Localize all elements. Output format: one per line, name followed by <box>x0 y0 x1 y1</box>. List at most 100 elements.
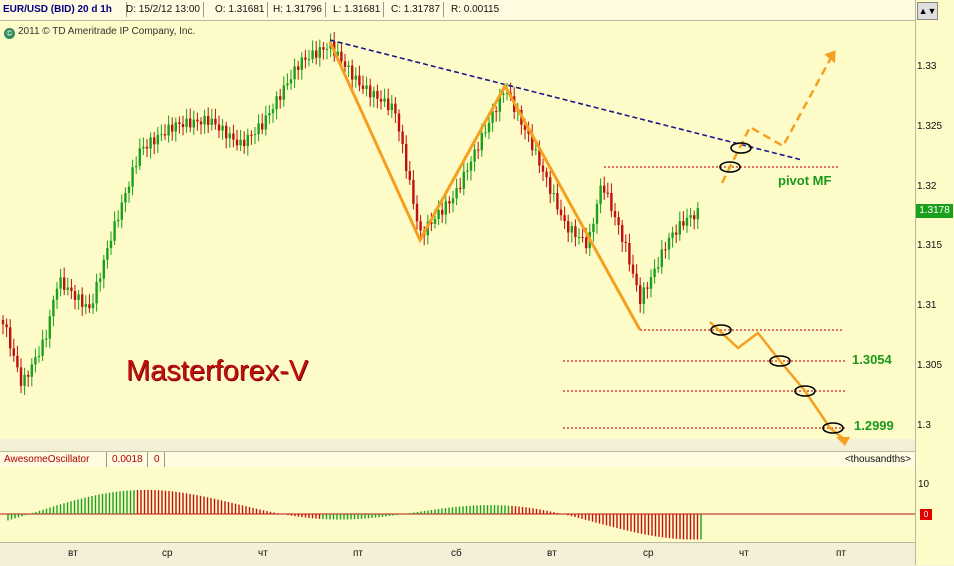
candle-body <box>477 149 480 151</box>
scroll-arrows-icon[interactable]: ▲▼ <box>917 2 938 20</box>
candle-body <box>664 249 667 251</box>
candle-body <box>408 170 411 180</box>
low-readout: L: 1.31681 <box>330 2 385 17</box>
candle-body <box>127 186 131 193</box>
day-label: сб <box>451 548 462 559</box>
candle-body <box>77 294 80 300</box>
candle-body <box>480 133 483 151</box>
candle-body <box>48 316 51 339</box>
candle-body <box>455 187 458 199</box>
candle-body <box>59 277 62 289</box>
candle-body <box>433 219 437 224</box>
candle-body <box>563 215 566 222</box>
candle-body <box>239 139 242 146</box>
candle-body <box>325 48 329 50</box>
candle-body <box>214 118 217 125</box>
candle-body <box>675 232 678 235</box>
price-chart-panel[interactable] <box>0 21 915 439</box>
candle-body <box>52 299 55 317</box>
candle-body <box>34 357 37 365</box>
candle-body <box>610 193 613 212</box>
price-tick: 1.31 <box>917 300 937 311</box>
candle-body <box>343 61 347 67</box>
candle-body <box>365 85 368 89</box>
candle-body <box>617 217 620 225</box>
oscillator-scale-tick: 10 <box>918 479 930 490</box>
oscillator-name[interactable]: AwesomeOscillator <box>0 452 107 467</box>
candle-body <box>300 57 303 70</box>
candle-body <box>527 129 530 134</box>
candle-body <box>45 338 48 340</box>
candle-body <box>5 324 8 328</box>
candle-body <box>217 124 221 131</box>
candle-body <box>135 165 138 168</box>
candle-body <box>462 171 465 189</box>
symbol-label[interactable]: EUR/USD (BID) 20 d 1h <box>0 2 127 17</box>
candle-body <box>253 134 257 136</box>
candle-body <box>246 134 249 146</box>
candle-body <box>289 79 293 84</box>
candle-body <box>689 215 692 218</box>
day-label: чт <box>258 548 268 559</box>
candle-body <box>358 75 361 86</box>
candle-body <box>552 193 555 195</box>
candle-body <box>189 118 192 128</box>
price-tick: 1.305 <box>917 360 943 371</box>
candle-body <box>599 185 602 205</box>
candle-body <box>437 209 440 220</box>
candle-body <box>502 93 505 95</box>
candle-body <box>538 149 541 166</box>
candle-body <box>685 217 689 226</box>
price-scale[interactable] <box>915 0 954 565</box>
candle-body <box>174 122 177 132</box>
candle-body <box>304 57 307 60</box>
candle-body <box>167 124 170 136</box>
candle-body <box>210 118 213 125</box>
price-tick: 1.315 <box>917 240 943 251</box>
candle-body <box>243 139 246 146</box>
candle-body <box>315 50 318 58</box>
target-circle <box>769 355 791 367</box>
candle-body <box>653 268 656 278</box>
oscillator-histogram <box>0 489 915 540</box>
candle-body <box>185 118 188 128</box>
chart-header-bar: EUR/USD (BID) 20 d 1h D: 15/2/12 13:00 O… <box>0 0 915 21</box>
candle-body <box>585 237 588 249</box>
candle-body <box>113 221 116 241</box>
candle-body <box>23 374 26 386</box>
level-label-1: 1.3054 <box>852 352 892 367</box>
candle-body <box>574 226 577 238</box>
candle-body <box>646 287 649 289</box>
candle-body <box>264 115 267 130</box>
date-readout: D: 15/2/12 13:00 <box>123 2 204 17</box>
candle-body <box>347 65 350 67</box>
candle-body <box>340 51 343 62</box>
candle-body <box>293 66 296 80</box>
candle-body <box>415 203 419 222</box>
close-readout: C: 1.31787 <box>388 2 444 17</box>
candle-body <box>549 177 552 194</box>
candle-body <box>351 65 354 80</box>
candle-body <box>102 259 105 279</box>
price-tick: 1.32 <box>917 181 937 192</box>
candle-body <box>37 355 41 358</box>
forecast-down-line <box>709 321 846 441</box>
oscillator-panel[interactable] <box>0 467 915 542</box>
candle-body <box>142 146 145 149</box>
candle-body <box>279 96 282 100</box>
candle-body <box>297 66 300 70</box>
candle-body <box>671 232 674 238</box>
candle-body <box>124 192 127 203</box>
candle-body <box>153 137 156 145</box>
copyright-icon: © <box>4 28 15 39</box>
candle-body <box>595 204 599 224</box>
candle-body <box>138 148 141 166</box>
candle-body <box>451 198 455 204</box>
candle-body <box>120 202 123 220</box>
candlestick-chart <box>1 31 850 446</box>
candle-body <box>394 103 397 114</box>
candle-body <box>581 237 584 239</box>
candle-body <box>199 121 203 125</box>
candle-body <box>693 215 696 220</box>
candle-body <box>369 85 372 98</box>
